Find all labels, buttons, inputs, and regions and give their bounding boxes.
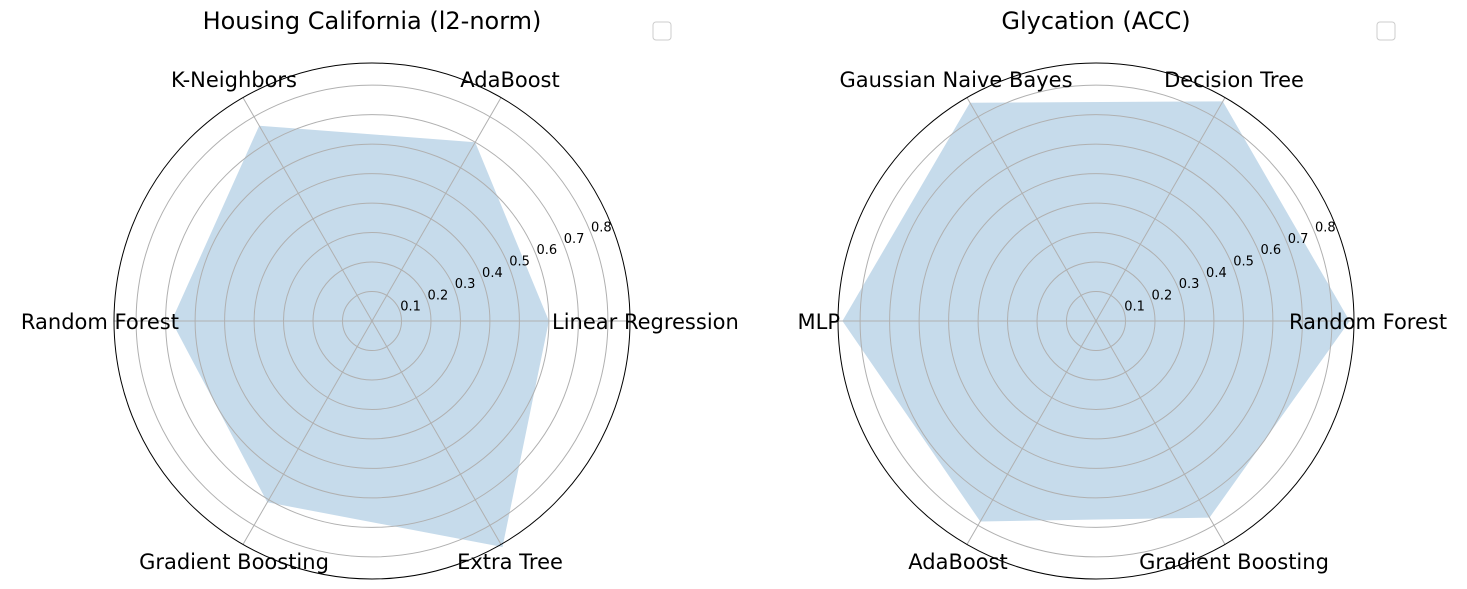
grid-spoke (242, 97, 373, 322)
category-label: Gaussian Naive Bayes (839, 68, 1072, 92)
category-label: Random Forest (21, 310, 179, 334)
grid-spoke (1095, 97, 1226, 322)
outer-frame (113, 62, 631, 580)
tick-label: 0.6 (1260, 243, 1281, 258)
category-label: Linear Regression (552, 310, 739, 334)
radar-chart-glycation: Glycation (ACC) 0.1 0.2 0.3 0.4 0.5 0.6 0.7 0.8… (798, 7, 1447, 580)
grid-spoke (966, 97, 1097, 322)
tick-label: 0.2 (1152, 288, 1173, 303)
data-area (171, 125, 549, 547)
tick-label: 0.1 (400, 300, 421, 315)
tick-label: 0.5 (509, 255, 530, 270)
tick-label: 0.5 (1233, 255, 1254, 270)
category-label: Decision Tree (1164, 68, 1304, 92)
tick-label: 0.3 (1179, 277, 1200, 292)
category-label: AdaBoost (908, 550, 1007, 574)
tick-label: 0.8 (591, 221, 612, 236)
grid-spoke (371, 97, 502, 322)
tick-label: 0.8 (1315, 221, 1336, 236)
tick-label: 0.7 (1288, 232, 1309, 247)
chart-title: Glycation (ACC) (1001, 7, 1190, 35)
grid-spoke (371, 320, 502, 545)
tick-label: 0.3 (455, 277, 476, 292)
tick-label: 0.4 (482, 266, 503, 281)
tick-label: 0.6 (536, 243, 557, 258)
data-area (842, 101, 1350, 522)
radar-chart-housing: Housing California (l2-norm) 0.1 0.2 0.3 0.… (21, 7, 739, 580)
tick-label: 0.1 (1124, 300, 1145, 315)
tick-label: 0.7 (564, 232, 585, 247)
category-label: K-Neighbors (171, 68, 297, 92)
category-label: MLP (798, 310, 840, 334)
tick-label: 0.2 (428, 288, 449, 303)
grid-spoke (966, 320, 1097, 545)
legend-box (1376, 21, 1396, 41)
category-label: Extra Tree (457, 550, 563, 574)
category-label: AdaBoost (460, 68, 559, 92)
category-label: Gradient Boosting (139, 550, 329, 574)
chart-title: Housing California (l2-norm) (203, 7, 542, 35)
grid-spoke (242, 320, 373, 545)
category-label: Random Forest (1289, 310, 1447, 334)
grid-spoke (1095, 320, 1226, 545)
outer-frame (837, 62, 1355, 580)
tick-label: 0.4 (1206, 266, 1227, 281)
category-label: Gradient Boosting (1139, 550, 1329, 574)
legend-box (652, 21, 672, 41)
